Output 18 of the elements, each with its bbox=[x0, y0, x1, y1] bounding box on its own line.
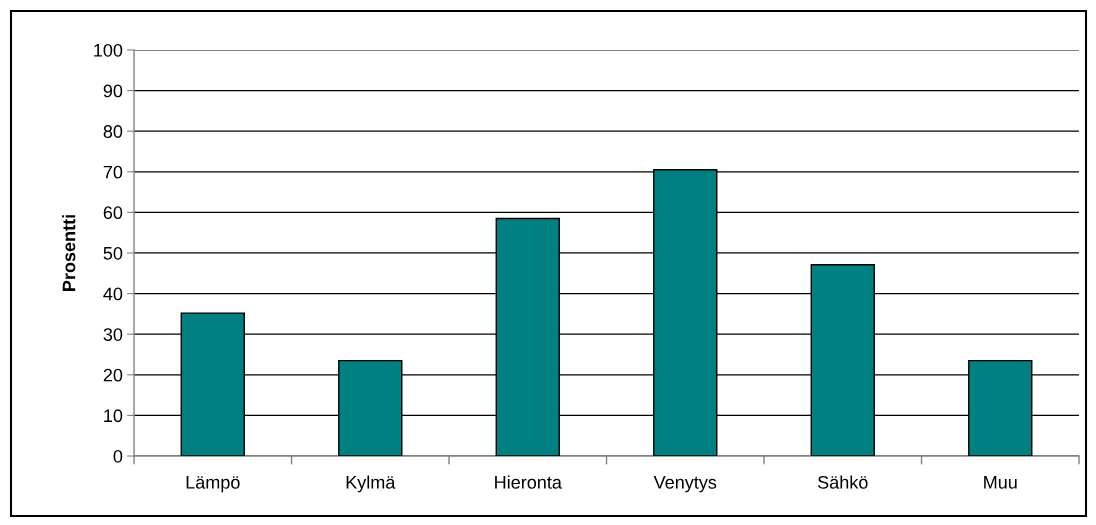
y-tick-label: 10 bbox=[104, 409, 123, 423]
y-tick-label: 0 bbox=[113, 449, 123, 463]
x-tick-label: Muu bbox=[984, 476, 1017, 489]
x-tick-label: Sähkö bbox=[817, 475, 868, 489]
y-tick-label: 20 bbox=[103, 368, 123, 382]
y-tick-label: 80 bbox=[103, 125, 123, 138]
y-tick-label: 40 bbox=[103, 287, 123, 301]
x-tick-label: Venytys bbox=[653, 476, 717, 493]
y-tick-label: 60 bbox=[103, 206, 123, 220]
y-tick-label: 90 bbox=[103, 84, 123, 98]
y-axis-title: Prosentti bbox=[62, 215, 76, 291]
y-tick-label: 100 bbox=[94, 43, 123, 57]
x-tick-label: Kylmä bbox=[346, 475, 396, 493]
y-tick-label: 50 bbox=[103, 246, 123, 260]
y-tick-label: 30 bbox=[103, 328, 123, 341]
x-tick-label: Hieronta bbox=[495, 475, 562, 489]
x-tick-label: Lämpö bbox=[186, 476, 240, 493]
y-tick-label: 70 bbox=[103, 165, 123, 179]
